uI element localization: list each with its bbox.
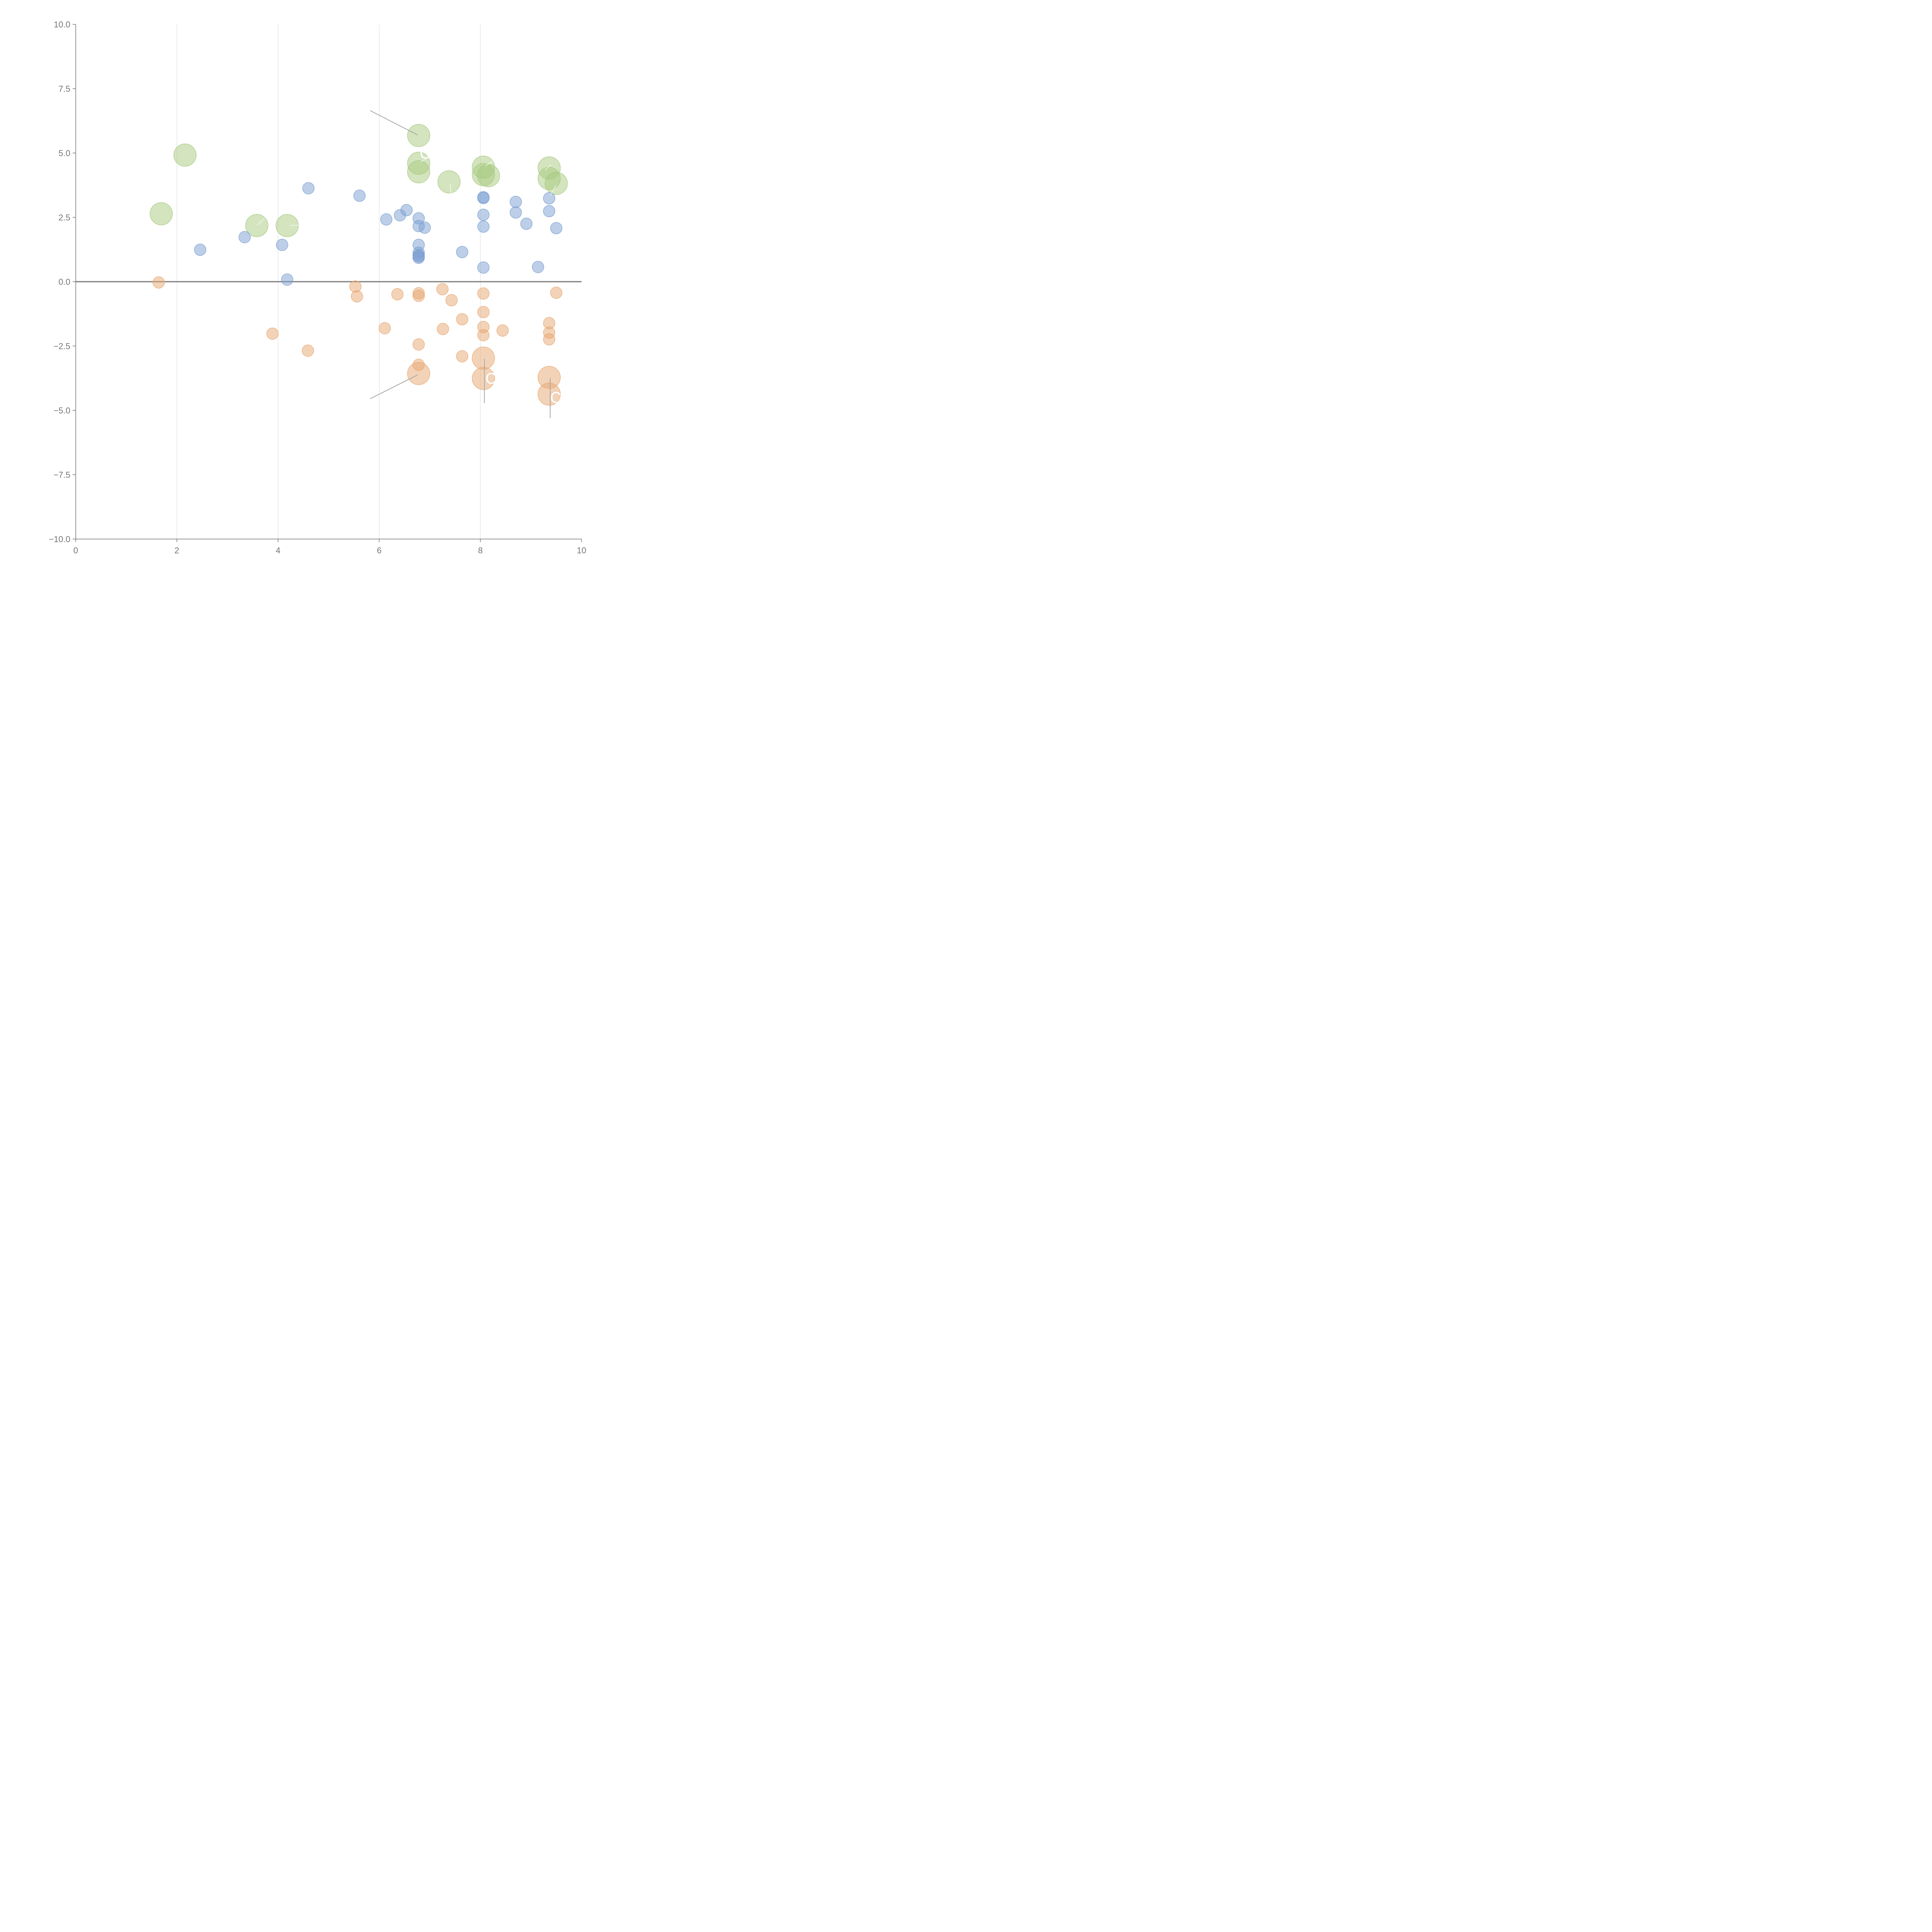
annotation-label: C <box>550 389 561 406</box>
blue-point <box>477 192 490 204</box>
blue-point <box>477 209 490 221</box>
blue-point <box>477 261 490 274</box>
annotation-leader <box>449 184 452 193</box>
blue-point <box>302 182 315 194</box>
orange-point <box>477 306 490 318</box>
chart-svg: 0 2 4 6 8 10 10.0 7.5 5.0 2.5 0.0 −2.5 −5.0 −7.5 −10.0… <box>49 20 586 555</box>
x-tick-label: 6 <box>377 546 381 555</box>
orange-point <box>436 283 449 296</box>
blue-point <box>276 239 288 251</box>
y-tick-label: −2.5 <box>54 342 70 351</box>
orange-point <box>550 286 563 299</box>
blue-point <box>477 220 490 233</box>
x-tick-label: 2 <box>175 546 179 555</box>
orange-large-point <box>472 347 495 370</box>
blue-point <box>550 222 563 235</box>
orange-point <box>477 287 490 300</box>
green-point <box>276 214 299 237</box>
green-point <box>477 164 500 187</box>
blue-point <box>238 231 251 243</box>
y-tick-label: 0.0 <box>58 277 70 287</box>
blue-point <box>543 205 555 218</box>
axis-layer: 0 2 4 6 8 10 10.0 7.5 5.0 2.5 0.0 −2.5 −5.0 −7.5 −10.0 <box>49 20 586 555</box>
orange-point <box>456 350 468 362</box>
orange-large-point <box>472 367 495 390</box>
y-tick-label: −7.5 <box>54 470 70 480</box>
scatter-chart: 0 2 4 6 8 10 10.0 7.5 5.0 2.5 0.0 −2.5 −5.0 −7.5 −10.0… <box>0 0 596 596</box>
blue-point <box>400 204 413 216</box>
annotation-label: C <box>485 370 497 387</box>
annotation-leader <box>550 185 557 196</box>
blue-point <box>380 213 393 226</box>
green-point <box>437 170 461 194</box>
y-tick-label: 2.5 <box>58 213 70 223</box>
orange-point <box>543 333 555 345</box>
leader-line <box>370 374 418 399</box>
green-point <box>173 143 197 167</box>
blue-point <box>510 196 522 208</box>
orange-point <box>351 290 363 303</box>
orange-point <box>456 313 468 325</box>
blue-point <box>418 221 431 234</box>
annotation-label: C <box>420 145 431 162</box>
blue-point <box>353 189 366 202</box>
blue-point <box>532 261 544 273</box>
orange-point <box>437 323 449 335</box>
leader-line <box>370 110 418 136</box>
x-tick-label: 0 <box>73 546 78 555</box>
annotation-leader <box>545 164 551 170</box>
annotation-leader <box>485 160 494 166</box>
orange-point <box>302 344 314 357</box>
orange-point <box>497 324 509 337</box>
orange-point <box>477 329 490 342</box>
x-tick-label: 10 <box>577 546 586 555</box>
green-point <box>407 160 430 184</box>
orange-point <box>445 294 458 306</box>
orange-large-point <box>537 383 561 406</box>
y-tick-label: 10.0 <box>54 20 70 29</box>
x-tick-label: 4 <box>276 546 280 555</box>
annotation-leader <box>420 156 429 162</box>
green-point <box>407 124 430 147</box>
annotation-layer: C C C <box>257 110 561 418</box>
orange-point <box>266 327 279 340</box>
blue-point <box>456 246 468 259</box>
blue-point <box>281 273 293 286</box>
y-tick-label: −5.0 <box>54 406 70 415</box>
x-tick-label: 8 <box>478 546 483 555</box>
blue-point <box>412 252 425 264</box>
blue-point <box>543 192 555 204</box>
orange-point <box>152 276 165 289</box>
y-tick-label: −10.0 <box>49 534 70 544</box>
orange-point <box>391 288 404 301</box>
green-point <box>150 202 173 225</box>
y-tick-label: 5.0 <box>58 148 70 158</box>
orange-large-point <box>407 362 430 385</box>
green-point <box>544 172 568 195</box>
orange-point <box>412 338 425 351</box>
annotation-leader <box>257 218 265 226</box>
blue-point <box>510 206 522 219</box>
green-point <box>245 214 269 237</box>
points-layer <box>150 124 568 406</box>
orange-point <box>379 322 391 335</box>
orange-point <box>412 289 425 302</box>
y-tick-label: 7.5 <box>58 84 70 94</box>
blue-point <box>194 243 206 256</box>
blue-point <box>520 218 533 230</box>
